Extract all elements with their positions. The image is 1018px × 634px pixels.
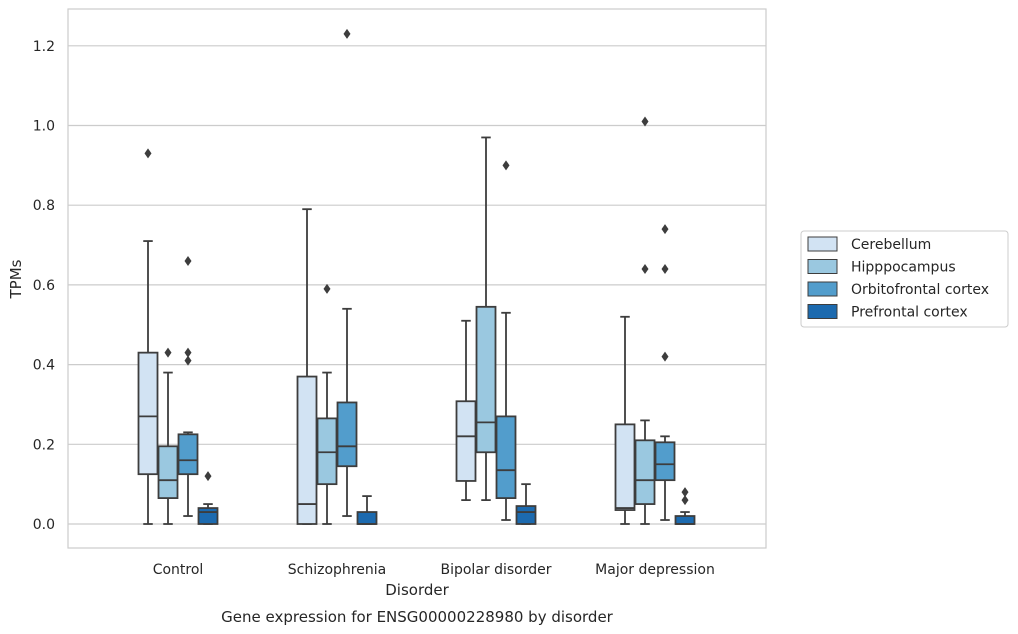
y-tick-label: 0.2	[33, 437, 55, 453]
box-iqr	[455, 400, 477, 482]
legend-label: Hipppocampus	[851, 260, 956, 276]
outlier-point	[661, 351, 669, 362]
box-hipppocampus	[634, 116, 656, 525]
box-iqr	[316, 417, 338, 486]
box-iqr	[614, 423, 636, 511]
box-iqr	[336, 401, 358, 468]
y-tick-label: 1.2	[33, 39, 55, 55]
outlier-point	[144, 148, 152, 159]
box-cerebellum	[614, 315, 636, 525]
outlier-point	[184, 355, 192, 366]
chart-caption: Gene expression for ENSG00000228980 by d…	[221, 608, 614, 626]
legend-label: Prefrontal cortex	[851, 305, 968, 321]
outlier-point	[204, 471, 212, 482]
box-prefrontal-cortex	[515, 483, 537, 525]
outlier-point	[641, 116, 649, 127]
box-orbitofrontal-cortex	[336, 28, 358, 517]
x-tick-label: Control	[153, 562, 204, 578]
box-iqr	[356, 511, 378, 525]
outlier-point	[343, 28, 351, 39]
box-iqr	[157, 445, 179, 499]
box-cerebellum	[296, 208, 318, 525]
x-tick-label: Bipolar disorder	[440, 562, 551, 578]
x-tick-label: Schizophrenia	[288, 562, 386, 578]
box-orbitofrontal-cortex	[177, 255, 199, 517]
box-cerebellum	[455, 319, 477, 501]
box-hipppocampus	[157, 347, 179, 525]
legend: Cerebellum Hipppocampus Orbitofrontal cort…	[800, 230, 1009, 328]
legend-frame	[800, 230, 1009, 328]
outlier-point	[681, 487, 689, 498]
box-iqr	[475, 305, 497, 454]
y-tick-labels: 0.0 0.2 0.4 0.6 0.8 1.0 1.2	[33, 39, 55, 533]
outlier-point	[502, 160, 510, 171]
outlier-point	[661, 224, 669, 235]
x-axis-label: Disorder	[385, 581, 449, 599]
box-iqr	[296, 375, 318, 525]
box-hipppocampus	[316, 283, 338, 525]
legend-label: Orbitofrontal cortex	[851, 282, 989, 298]
legend-label: Cerebellum	[851, 237, 931, 253]
box-iqr	[177, 433, 199, 476]
box-iqr	[634, 439, 656, 505]
x-tick-labels: Control Schizophrenia Bipolar disorder Majo…	[153, 562, 715, 578]
y-tick-label: 0.0	[33, 517, 55, 533]
box-cerebellum	[137, 148, 159, 525]
outlier-point	[184, 347, 192, 358]
y-tick-label: 0.6	[33, 278, 55, 294]
outlier-point	[184, 255, 192, 266]
legend-swatch	[807, 259, 838, 274]
box-prefrontal-cortex	[356, 495, 378, 525]
boxes-layer	[137, 28, 696, 525]
box-prefrontal-cortex	[674, 487, 696, 525]
box-iqr	[197, 507, 219, 525]
y-axis-label: TPMs	[7, 259, 25, 299]
outlier-point	[323, 283, 331, 294]
outlier-point	[164, 347, 172, 358]
outlier-point	[641, 263, 649, 274]
box-iqr	[495, 415, 517, 499]
legend-swatch	[807, 236, 838, 252]
plot-frame	[67, 8, 767, 549]
box-iqr	[137, 351, 159, 476]
box-iqr	[654, 441, 676, 482]
legend-swatch	[807, 304, 838, 319]
x-tick-label: Major depression	[595, 562, 715, 578]
y-tick-label: 1.0	[33, 119, 55, 135]
box-orbitofrontal-cortex	[495, 160, 517, 521]
outlier-point	[681, 495, 689, 506]
box-iqr	[674, 515, 696, 525]
y-tick-label: 0.8	[33, 198, 55, 214]
box-prefrontal-cortex	[197, 471, 219, 525]
outlier-point	[661, 263, 669, 274]
box-iqr	[515, 505, 537, 525]
box-hipppocampus	[475, 136, 497, 501]
legend-swatch	[807, 281, 838, 297]
y-tick-label: 0.4	[33, 358, 55, 374]
box-orbitofrontal-cortex	[654, 224, 676, 521]
